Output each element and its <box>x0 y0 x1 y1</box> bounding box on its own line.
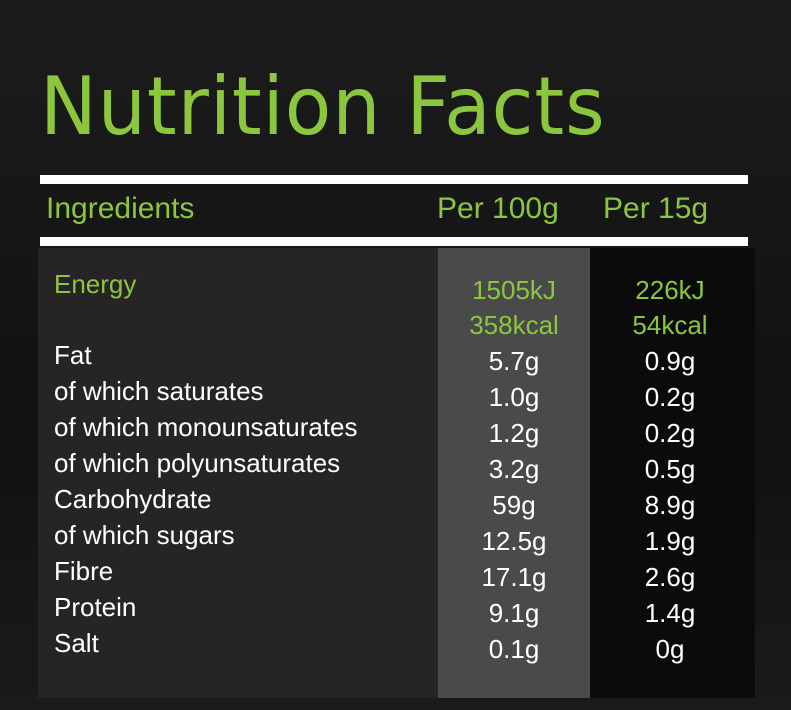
cell: 0.9g <box>644 346 696 376</box>
cell: 9.1g <box>488 598 540 628</box>
cell: 54kcal <box>632 310 708 340</box>
cell: 0.2g <box>644 418 696 448</box>
energy-label: Energy <box>54 269 137 299</box>
cell: Fibre <box>54 556 114 586</box>
column-bg <box>590 248 755 698</box>
cell: 1.2g <box>488 418 540 448</box>
cell: Protein <box>54 592 137 622</box>
cell: 8.9g <box>644 490 696 520</box>
cell: 0.5g <box>644 454 696 484</box>
cell: 5.7g <box>488 346 540 376</box>
cell: of which sugars <box>54 520 235 550</box>
cell: 358kcal <box>469 310 559 340</box>
cell: 3.2g <box>488 454 540 484</box>
cell: 1505kJ <box>472 275 556 305</box>
cell: 226kJ <box>635 275 705 305</box>
cell: Fat <box>54 340 92 370</box>
cell: 1.0g <box>488 382 540 412</box>
cell: Salt <box>54 628 99 658</box>
cell: 59g <box>492 490 536 520</box>
cell: Carbohydrate <box>54 484 212 514</box>
cell: of which monounsaturates <box>54 412 358 442</box>
cell: 12.5g <box>481 526 547 556</box>
column-bg <box>438 248 590 698</box>
header-cell: Ingredients <box>46 192 195 225</box>
cell: 0.1g <box>488 634 540 664</box>
header-cell: Per 100g <box>437 192 559 225</box>
cell: 0g <box>655 634 685 664</box>
cell: of which polyunsaturates <box>54 448 341 478</box>
cell: 2.6g <box>644 562 696 592</box>
panel <box>38 248 438 698</box>
header-cell: Per 15g <box>603 192 709 225</box>
cell: 0.2g <box>644 382 696 412</box>
cell: 1.4g <box>644 598 696 628</box>
title: Nutrition Facts <box>40 60 606 153</box>
cell: 1.9g <box>644 526 696 556</box>
cell: 17.1g <box>481 562 547 592</box>
rule <box>40 175 748 184</box>
cell: of which saturates <box>54 376 264 406</box>
rule <box>40 237 748 246</box>
